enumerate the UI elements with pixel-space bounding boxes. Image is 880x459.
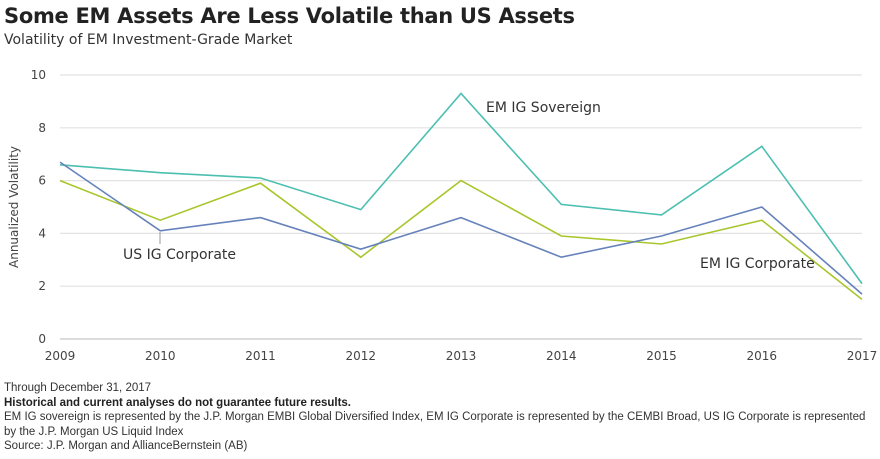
x-tick-label: 2015 (646, 349, 677, 363)
series-line-us-ig-corporate (59, 161, 863, 295)
index-note: EM IG sovereign is represented by the J.… (4, 411, 866, 438)
annotation-em-ig-corporate: EM IG Corporate (700, 256, 815, 272)
x-tick-label: 2011 (245, 349, 276, 363)
x-tick-label: 2012 (345, 349, 376, 363)
y-tick-label: 4 (38, 226, 46, 240)
chart-title: Some EM Assets Are Less Volatile than US… (4, 4, 575, 28)
chart-subtitle: Volatility of EM Investment-Grade Market (4, 32, 293, 48)
line-chart: 0 2 4 6 8 10 2009 2010 2011 2012 2013 2014 2015 2016… (7, 68, 878, 363)
source-note: Source: J.P. Morgan and AllianceBernstei… (4, 440, 248, 452)
y-tick-label: 10 (31, 68, 46, 82)
annotation-us-ig-corporate: US IG Corporate (123, 247, 236, 263)
x-tick-label: 2013 (446, 349, 477, 363)
chart-footer: Through December 31, 2017 Historical and… (4, 381, 880, 454)
x-tick-label: 2009 (45, 349, 76, 363)
x-axis-ticks: 2009 2010 2011 2012 2013 2014 2015 2016 2017 (45, 349, 878, 363)
x-tick-label: 2017 (847, 349, 878, 363)
y-tick-label: 8 (38, 121, 46, 135)
x-tick-label: 2014 (546, 349, 577, 363)
y-axis-label: Annualized Volatility (7, 146, 21, 268)
series-lines (59, 92, 863, 301)
annotation-em-ig-sovereign: EM IG Sovereign (486, 100, 601, 116)
x-tick-label: 2016 (746, 349, 777, 363)
y-tick-label: 6 (38, 174, 46, 188)
disclaimer: Historical and current analyses do not g… (4, 396, 352, 409)
date-note: Through December 31, 2017 (4, 382, 152, 394)
series-line-em-ig-sovereign (59, 92, 863, 285)
x-tick-label: 2010 (145, 349, 176, 363)
y-axis-ticks: 0 2 4 6 8 10 (31, 68, 46, 346)
series-line-em-ig-corporate (59, 179, 863, 301)
y-tick-label: 2 (38, 279, 46, 293)
gridlines (60, 74, 862, 340)
y-tick-label: 0 (38, 332, 46, 346)
